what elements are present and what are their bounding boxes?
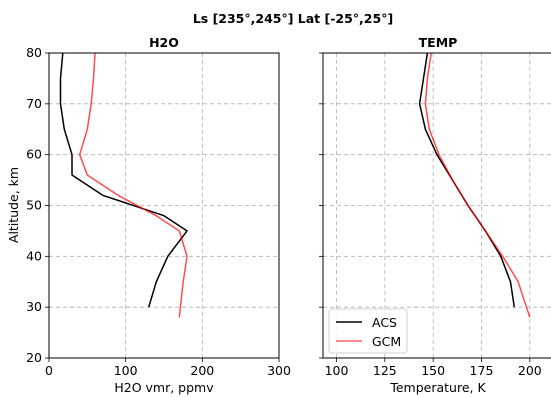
legend: ACS GCM bbox=[328, 308, 408, 354]
y-axis-label: Altitude, km bbox=[6, 167, 21, 243]
h2o-panel-title: H2O bbox=[149, 35, 179, 50]
temp-x-tick-label: 200 bbox=[518, 363, 542, 378]
temp-gcm-profile bbox=[424, 52, 531, 318]
y-tick-label: 30 bbox=[26, 299, 42, 314]
temp-x-tick-label: 125 bbox=[373, 363, 397, 378]
legend-box bbox=[328, 308, 408, 354]
h2o-panel: H2O 0 100 200 300 20 30 40 50 60 70 80 H2O vmr, pp… bbox=[26, 35, 291, 395]
legend-gcm-label: GCM bbox=[372, 334, 401, 349]
h2o-x-tick-label: 200 bbox=[190, 363, 214, 378]
temp-x-tick-label: 100 bbox=[325, 363, 349, 378]
y-tick-label: 60 bbox=[26, 147, 42, 162]
temp-panel-title: TEMP bbox=[419, 35, 458, 50]
h2o-x-tick-label: 300 bbox=[267, 363, 291, 378]
h2o-series bbox=[59, 52, 188, 318]
temp-ticks: 100 125 150 175 200 bbox=[319, 52, 542, 378]
temp-series bbox=[418, 52, 531, 318]
y-tick-label: 20 bbox=[26, 350, 42, 365]
temp-panel: TEMP 100 125 150 175 200 Temperature, K bbox=[319, 35, 551, 395]
h2o-x-tick-label: 100 bbox=[114, 363, 138, 378]
h2o-ticks: 0 100 200 300 20 30 40 50 60 70 80 bbox=[26, 45, 291, 378]
h2o-grid bbox=[48, 52, 280, 359]
h2o-gcm-profile bbox=[78, 52, 188, 318]
temp-x-tick-label: 175 bbox=[470, 363, 494, 378]
legend-acs-label: ACS bbox=[372, 315, 397, 330]
y-tick-label: 70 bbox=[26, 96, 42, 111]
temp-x-axis-label: Temperature, K bbox=[389, 380, 486, 395]
temp-x-tick-label: 150 bbox=[421, 363, 445, 378]
figure-title: Ls [235°,245°] Lat [-25°,25°] bbox=[193, 11, 393, 26]
h2o-x-axis-label: H2O vmr, ppmv bbox=[114, 380, 214, 395]
temp-acs-profile bbox=[418, 52, 516, 308]
y-tick-label: 50 bbox=[26, 198, 42, 213]
y-tick-label: 80 bbox=[26, 45, 42, 60]
h2o-x-tick-label: 0 bbox=[45, 363, 53, 378]
y-tick-label: 40 bbox=[26, 248, 42, 263]
h2o-acs-profile bbox=[59, 52, 188, 308]
